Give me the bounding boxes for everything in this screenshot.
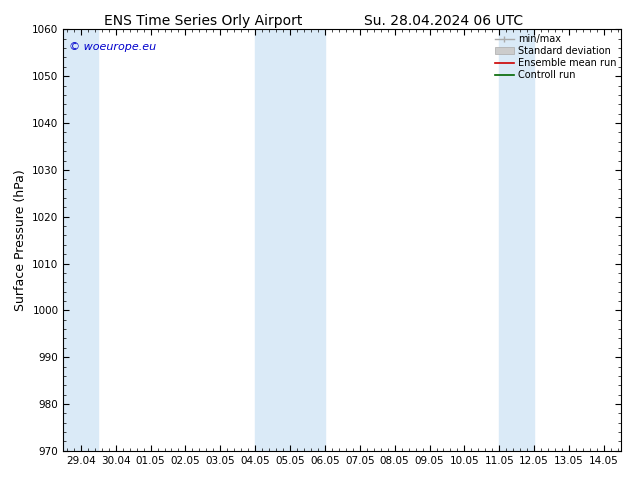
- Text: Su. 28.04.2024 06 UTC: Su. 28.04.2024 06 UTC: [365, 14, 523, 28]
- Y-axis label: Surface Pressure (hPa): Surface Pressure (hPa): [14, 169, 27, 311]
- Text: ENS Time Series Orly Airport: ENS Time Series Orly Airport: [104, 14, 302, 28]
- Bar: [500, 29, 534, 451]
- Bar: [63, 29, 98, 451]
- Bar: [255, 29, 325, 451]
- Legend: min/max, Standard deviation, Ensemble mean run, Controll run: min/max, Standard deviation, Ensemble me…: [493, 32, 618, 82]
- Text: © woeurope.eu: © woeurope.eu: [69, 42, 156, 52]
